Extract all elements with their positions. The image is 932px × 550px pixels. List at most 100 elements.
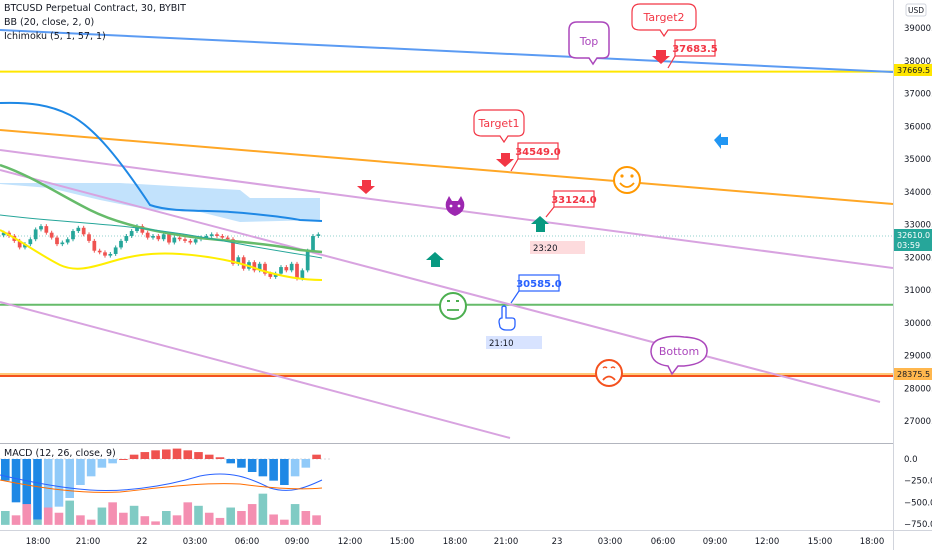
price-tick-label: 28000.0 <box>904 384 932 394</box>
macd-lower-bar <box>172 515 182 525</box>
pointing-hand-icon[interactable] <box>498 305 516 331</box>
time-tick-label: 15:00 <box>390 537 415 547</box>
macd-histogram-bar <box>290 459 300 477</box>
level-tag-upper: 37669.5 <box>894 64 932 76</box>
target1-callout[interactable]: Target1 <box>473 109 525 144</box>
candle-body <box>263 263 267 274</box>
time-tick-label: 03:00 <box>183 537 208 547</box>
candle-body <box>295 263 299 279</box>
candle-body <box>135 226 139 232</box>
time-box-2320[interactable]: 23:20 <box>530 241 585 254</box>
symbol-legend[interactable]: BTCUSD Perpetual Contract, 30, BYBIT <box>4 3 186 14</box>
price-box-37683[interactable]: 37683.5 <box>667 39 718 69</box>
arrow-down-icon[interactable] <box>357 180 375 194</box>
candle-body <box>55 237 59 245</box>
macd-histogram-bar <box>280 459 289 485</box>
top-callout[interactable]: Top <box>568 21 610 66</box>
target1-label: Target1 <box>477 117 519 130</box>
currency-box[interactable] <box>905 3 927 17</box>
macd-histogram-bar <box>119 459 128 460</box>
macd-tick-label: −500.0 <box>904 498 932 508</box>
macd-signal-line <box>0 479 323 493</box>
time-tick-label: 06:00 <box>651 537 676 547</box>
time-tick-label: 18:00 <box>443 537 468 547</box>
top-label: Top <box>579 35 599 48</box>
sad-face-icon[interactable] <box>595 359 623 387</box>
macd-histogram-bar <box>162 449 171 459</box>
macd-histogram-bar <box>76 459 85 485</box>
price-tick-label: 32000.0 <box>904 253 932 263</box>
bottom-callout[interactable]: Bottom <box>650 335 708 376</box>
macd-lower-bar <box>151 521 160 525</box>
ichimoku-legend[interactable]: Ichimoku (5, 1, 57, 1) <box>4 31 106 42</box>
current-price-tag: 32610.0 03:59 <box>894 229 932 251</box>
arrow-up-icon[interactable] <box>426 252 444 267</box>
time-box-label: 21:10 <box>489 339 514 349</box>
macd-legend[interactable]: MACD (12, 26, close, 9) <box>4 448 116 459</box>
macd-histogram-bar <box>172 448 182 459</box>
macd-lower-bar <box>86 519 96 525</box>
neutral-face-icon[interactable] <box>439 292 467 320</box>
candle-body <box>215 234 219 236</box>
macd-lower-bar <box>1 511 10 525</box>
price-tick-label: 35000.0 <box>904 155 932 165</box>
macd-lower-bar <box>312 515 321 525</box>
macd-lower-bar <box>76 515 85 525</box>
candle-body <box>236 257 241 264</box>
candle-body <box>108 253 113 256</box>
candle-body <box>97 250 102 253</box>
candle-body <box>289 263 294 271</box>
macd-lower-bar <box>290 504 300 525</box>
macd-lower-bar <box>204 512 214 525</box>
price-axis[interactable]: 39000.0 38000.0 37000.0 36000.0 35000.0 34000… <box>904 24 932 427</box>
annotations: Top Target2 Target1 Bottom 37683.5 34549… <box>357 3 728 387</box>
time-axis[interactable]: 18:00 21:00 22 03:00 06:00 09:00 12:00 15:00 18:… <box>26 537 885 547</box>
time-box-2110[interactable]: 21:10 <box>486 336 542 349</box>
candle-body <box>60 242 65 245</box>
price-box-34549[interactable]: 34549.0 <box>510 142 561 172</box>
bb-legend[interactable]: BB (20, close, 2, 0) <box>4 17 95 28</box>
arrow-up-icon[interactable] <box>531 216 549 232</box>
price-tick-label: 27000.0 <box>904 417 932 427</box>
macd-histogram-bar <box>54 459 64 507</box>
time-tick-label: 09:00 <box>285 537 310 547</box>
candle-body <box>273 273 278 277</box>
candle-body <box>28 239 33 245</box>
macd-tick-label: −750.0 <box>904 520 932 530</box>
target2-callout[interactable]: Target2 <box>631 3 697 38</box>
candle-body <box>81 227 86 235</box>
macd-histogram-bar <box>11 459 21 503</box>
candle-body <box>188 240 193 243</box>
candle-body <box>161 234 166 240</box>
macd-lower-bar <box>140 516 150 525</box>
cat-icon[interactable] <box>445 196 465 216</box>
trend-line-orange <box>0 129 893 205</box>
macd-tick-label: 0.0 <box>904 455 918 465</box>
macd-histogram-bar <box>312 454 321 459</box>
price-box-label: 37683.5 <box>672 44 718 55</box>
candle-body <box>92 240 97 251</box>
candle-body <box>220 235 225 238</box>
price-box-30585[interactable]: 30585.0 <box>510 274 562 304</box>
level-tag-upper-label: 37669.5 <box>897 66 930 75</box>
candle-body <box>145 232 150 238</box>
candle-body <box>209 234 214 236</box>
price-box-33124[interactable]: 33124.0 <box>545 190 597 218</box>
macd-axis[interactable]: 0.0 −250.0 −500.0 −750.0 <box>904 455 932 530</box>
macd-histogram-bar <box>301 459 311 468</box>
smiley-icon[interactable] <box>613 166 641 194</box>
candle-body <box>284 267 289 271</box>
ichimoku-line <box>0 214 323 259</box>
candle-body <box>151 235 155 238</box>
price-tick-label: 36000.0 <box>904 122 932 132</box>
arrow-down-icon[interactable] <box>496 153 514 167</box>
macd-histogram-bar <box>140 452 150 459</box>
macd-lower-bar <box>258 493 268 525</box>
time-tick-label: 21:00 <box>76 537 101 547</box>
candle-body <box>177 237 182 240</box>
arrow-down-icon[interactable] <box>652 50 670 64</box>
price-tick-label: 30000.0 <box>904 319 932 329</box>
arrow-left-icon[interactable] <box>714 133 728 149</box>
time-tick-label: 18:00 <box>26 537 51 547</box>
